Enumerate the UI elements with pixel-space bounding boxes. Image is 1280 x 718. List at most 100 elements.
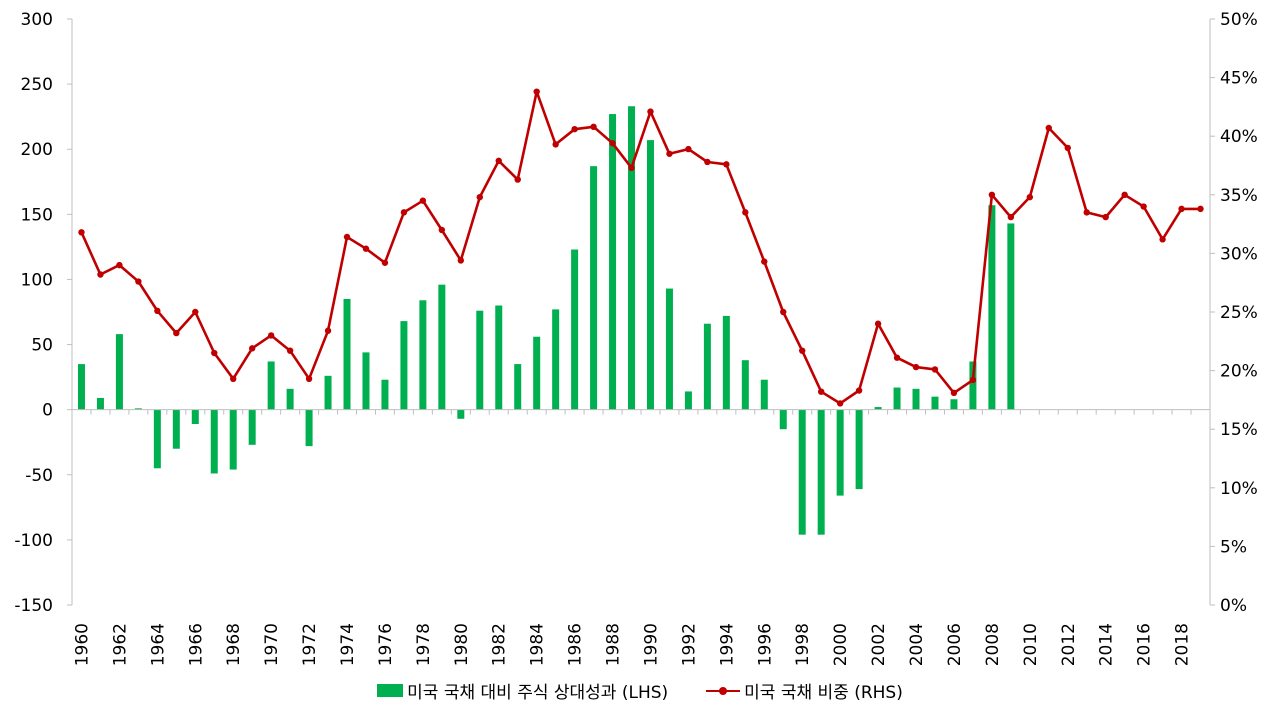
bar-1975 bbox=[362, 352, 370, 410]
x-tick-label: 1970 bbox=[262, 623, 282, 666]
line-point-1964 bbox=[154, 307, 161, 315]
bar-1966 bbox=[191, 409, 199, 424]
bar-1970 bbox=[267, 361, 275, 410]
line-point-1974 bbox=[343, 233, 351, 241]
bar-1961 bbox=[96, 397, 104, 410]
x-tick-label: 2008 bbox=[983, 623, 1003, 666]
line-point-2004 bbox=[912, 363, 920, 371]
bar-2009 bbox=[1007, 223, 1015, 410]
bar-1997 bbox=[779, 409, 787, 430]
bar-1987 bbox=[590, 166, 598, 410]
line-point-1980 bbox=[457, 257, 465, 264]
x-tick-label: 1962 bbox=[110, 623, 130, 666]
x-tick-label: 1960 bbox=[73, 623, 93, 666]
bar-1988 bbox=[609, 114, 617, 410]
line-point-1967 bbox=[211, 349, 218, 357]
right-tick-label: 45% bbox=[1220, 69, 1258, 89]
legend-item-line: 미국 국채 비중 (RHS) bbox=[706, 678, 903, 703]
bar-1971 bbox=[286, 388, 294, 410]
line-point-1997 bbox=[780, 308, 787, 316]
bar-1999 bbox=[817, 409, 825, 535]
left-tick-label: -100 bbox=[14, 531, 53, 551]
bar-1965 bbox=[172, 409, 180, 449]
bar-1992 bbox=[684, 391, 692, 410]
line-point-2011 bbox=[1045, 124, 1052, 132]
line-point-2017 bbox=[1159, 236, 1166, 243]
right-tick-label: 25% bbox=[1220, 303, 1258, 323]
x-tick-label: 1998 bbox=[793, 623, 813, 666]
x-tick-label: 2002 bbox=[869, 623, 889, 666]
bar-1983 bbox=[514, 364, 522, 410]
line-point-2007 bbox=[969, 376, 977, 384]
left-tick-label: 50 bbox=[31, 336, 53, 356]
line-point-1990 bbox=[647, 108, 654, 115]
axes bbox=[67, 18, 1215, 606]
line-point-2012 bbox=[1064, 144, 1071, 152]
x-tick-label: 1978 bbox=[414, 623, 434, 666]
bar-1986 bbox=[571, 249, 579, 410]
x-tick-label: 1982 bbox=[490, 623, 510, 666]
x-tick-label: 1986 bbox=[566, 623, 586, 666]
bar-1976 bbox=[381, 379, 389, 410]
line-point-2018 bbox=[1178, 205, 1185, 213]
line-point-1978 bbox=[419, 197, 427, 204]
bar-1977 bbox=[400, 321, 408, 410]
bar-2001 bbox=[855, 409, 863, 490]
line-point-1969 bbox=[248, 345, 256, 352]
line-point-1992 bbox=[685, 145, 692, 153]
bar-1981 bbox=[476, 310, 484, 410]
line-point-1995 bbox=[742, 209, 749, 216]
line-point-1979 bbox=[438, 226, 446, 234]
tick-labels: 300 250 200 150 100 50 0 -50 -100 -150 50% 45% 40% 35… bbox=[14, 10, 1257, 666]
line-point-1977 bbox=[400, 209, 408, 216]
line-point-1989 bbox=[628, 164, 635, 172]
x-tick-label: 1964 bbox=[148, 623, 168, 666]
line-point-2016 bbox=[1140, 203, 1147, 210]
x-tick-label: 2014 bbox=[1097, 623, 1117, 666]
line-point-1994 bbox=[723, 161, 730, 168]
bar-1978 bbox=[419, 300, 427, 410]
right-tick-label: 30% bbox=[1220, 244, 1258, 264]
bar-1991 bbox=[665, 288, 673, 410]
line-point-1970 bbox=[267, 332, 275, 339]
legend-item-bar: 미국 국채 대비 주식 상대성과 (LHS) bbox=[377, 678, 668, 703]
x-tick-label: 1966 bbox=[186, 623, 206, 666]
bar-2002 bbox=[874, 407, 882, 410]
line-point-1966 bbox=[192, 308, 199, 316]
line-point-1968 bbox=[230, 375, 237, 383]
line-point-2006 bbox=[950, 389, 958, 397]
right-tick-label: 40% bbox=[1220, 127, 1258, 147]
bar-1989 bbox=[628, 106, 636, 410]
x-tick-label: 2016 bbox=[1135, 623, 1155, 666]
line-point-1998 bbox=[799, 347, 806, 354]
left-tick-label: 150 bbox=[21, 205, 53, 225]
line-path bbox=[80, 90, 1201, 405]
bar-1980 bbox=[457, 409, 465, 419]
line-point-1991 bbox=[666, 150, 673, 157]
x-tick-label: 2000 bbox=[831, 623, 851, 666]
x-tick-label: 2018 bbox=[1173, 623, 1193, 666]
line-point-1983 bbox=[514, 176, 521, 183]
bar-series bbox=[77, 106, 1015, 535]
line-point-2009 bbox=[1007, 213, 1015, 221]
bar-1972 bbox=[305, 409, 313, 447]
line-point-2003 bbox=[893, 354, 901, 361]
line-point-2002 bbox=[874, 320, 882, 327]
line-point-1996 bbox=[761, 258, 768, 265]
line-point-1965 bbox=[173, 329, 180, 337]
x-tick-label: 2010 bbox=[1021, 623, 1041, 666]
x-tick-label: 1974 bbox=[338, 623, 358, 666]
x-tick-label: 1980 bbox=[452, 623, 472, 666]
line-point-1975 bbox=[362, 245, 370, 252]
bar-1994 bbox=[722, 315, 730, 410]
line-point-1961 bbox=[97, 271, 104, 278]
x-tick-label: 1990 bbox=[642, 623, 662, 666]
line-point-2015 bbox=[1121, 191, 1128, 198]
bar-1963 bbox=[134, 408, 142, 410]
left-tick-label: 250 bbox=[21, 75, 53, 95]
right-tick-label: 0% bbox=[1220, 596, 1247, 616]
x-tick-label: 1984 bbox=[528, 623, 548, 666]
bar-1967 bbox=[210, 409, 218, 474]
bar-1968 bbox=[229, 409, 237, 470]
